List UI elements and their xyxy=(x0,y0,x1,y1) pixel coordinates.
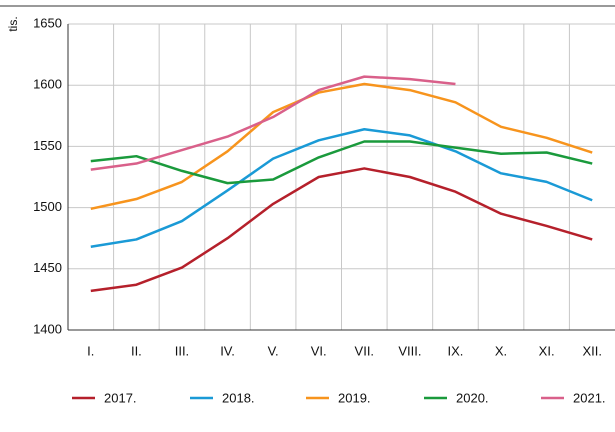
y-tick-label: 1600 xyxy=(33,77,62,92)
y-tick-label: 1400 xyxy=(33,321,62,336)
x-tick-label: VI. xyxy=(311,343,327,358)
x-tick-label: XI. xyxy=(539,343,555,358)
y-axis-label: tis. xyxy=(6,16,20,31)
x-tick-label: II. xyxy=(131,343,142,358)
y-tick-label: 1550 xyxy=(33,138,62,153)
y-tick-label: 1500 xyxy=(33,199,62,214)
x-tick-label: VII. xyxy=(355,343,375,358)
x-tick-label: III. xyxy=(175,343,189,358)
x-tick-label: I. xyxy=(87,343,94,358)
y-tick-label: 1450 xyxy=(33,260,62,275)
x-tick-label: IX. xyxy=(448,343,464,358)
x-tick-label: XII. xyxy=(582,343,602,358)
line-series xyxy=(90,140,593,185)
x-tick-label: IV. xyxy=(220,343,235,358)
x-tick-label: V. xyxy=(268,343,279,358)
legend-label: 2021. xyxy=(573,390,606,405)
legend-label: 2017. xyxy=(104,390,137,405)
line-series xyxy=(90,82,593,211)
x-tick-label: VIII. xyxy=(398,343,421,358)
line-series xyxy=(90,128,593,249)
y-tick-label: 1650 xyxy=(33,15,62,30)
line-series xyxy=(90,167,593,293)
x-tick-label: X. xyxy=(495,343,507,358)
line-series xyxy=(90,75,456,171)
legend-label: 2020. xyxy=(456,390,489,405)
legend-label: 2019. xyxy=(338,390,371,405)
legend-label: 2018. xyxy=(222,390,255,405)
